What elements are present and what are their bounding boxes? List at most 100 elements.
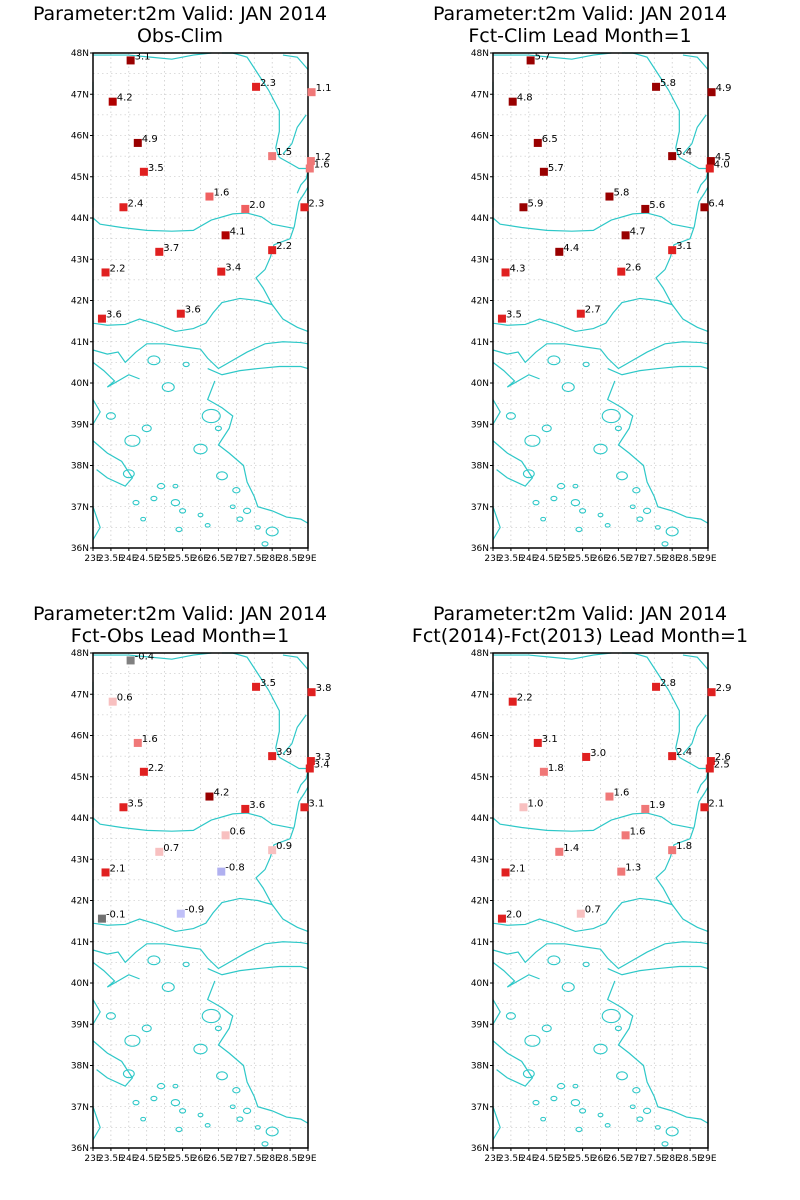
lon-tick-label: 27E	[628, 1154, 645, 1164]
lon-tick-label: 23E	[84, 554, 101, 564]
station-marker	[707, 88, 716, 97]
lat-tick-label: 47N	[471, 90, 489, 100]
station-value-label: 5.8	[613, 188, 629, 199]
station-marker	[700, 803, 709, 812]
lon-tick-label: 28E	[264, 554, 281, 564]
island	[505, 412, 516, 420]
station-value-label: 0.6	[117, 693, 133, 704]
island	[147, 955, 161, 966]
station-value-label: 0.9	[276, 841, 292, 852]
station-marker	[306, 757, 315, 766]
coastline	[93, 52, 212, 60]
station-value-label: 3.9	[276, 747, 292, 758]
island	[242, 507, 252, 515]
station-marker	[519, 203, 528, 212]
station-value-label: -0.9	[185, 905, 205, 916]
lat-tick-label: 41N	[471, 338, 489, 348]
station-value-label: 5.9	[527, 198, 543, 209]
lat-tick-label: 42N	[71, 297, 89, 307]
station-marker	[668, 246, 677, 255]
station-value-label: 1.6	[142, 734, 158, 745]
lat-tick-label: 38N	[471, 462, 489, 472]
island	[124, 1034, 141, 1047]
island	[132, 1099, 140, 1106]
island	[547, 955, 561, 966]
island	[214, 425, 222, 432]
island	[629, 1104, 636, 1110]
lon-tick-label: 24E	[520, 554, 537, 564]
coastline	[92, 297, 273, 333]
island	[242, 1107, 252, 1115]
coastline	[282, 714, 307, 755]
island	[579, 508, 587, 514]
lat-tick-label: 41N	[71, 938, 89, 948]
station-value-label: 1.1	[316, 83, 332, 94]
station-marker	[576, 909, 585, 918]
island	[540, 516, 547, 522]
island	[261, 541, 269, 547]
lat-tick-label: 46N	[471, 732, 489, 742]
lon-tick-label: 25.5E	[570, 1154, 596, 1164]
island	[193, 1043, 208, 1055]
station-value-label: 5.4	[676, 147, 692, 158]
map-panel-fct-clim: Parameter:t2m Valid: JAN 2014 Fct-Clim L…	[400, 0, 760, 570]
station-marker	[176, 309, 185, 318]
station-value-label: 3.6	[106, 310, 122, 321]
island	[132, 499, 140, 506]
coastline	[92, 361, 140, 388]
station-value-label: 4.2	[213, 788, 229, 799]
coastline	[282, 114, 307, 155]
coastline	[92, 399, 101, 425]
lat-tick-label: 37N	[471, 1103, 489, 1113]
island	[541, 424, 552, 433]
station-marker	[508, 697, 517, 706]
lat-tick-label: 48N	[471, 649, 489, 659]
station-marker	[221, 831, 230, 840]
station-value-label: 2.4	[127, 198, 143, 209]
station-marker	[652, 682, 661, 691]
island	[524, 434, 541, 447]
lon-tick-label: 26.5E	[606, 554, 632, 564]
island	[642, 507, 652, 515]
coastline	[607, 365, 709, 376]
lon-tick-label: 23E	[484, 554, 501, 564]
island	[550, 495, 558, 502]
island	[197, 512, 204, 518]
island	[601, 408, 621, 424]
island	[654, 1125, 661, 1130]
panel-title-line2: Fct(2014)-Fct(2013) Lead Month=1	[411, 625, 749, 647]
lat-tick-label: 36N	[71, 1144, 89, 1154]
station-value-label: 4.2	[117, 93, 133, 104]
island	[570, 498, 581, 507]
coastline	[279, 756, 308, 770]
island	[505, 1012, 516, 1020]
coastline	[696, 170, 709, 194]
coastline	[92, 1106, 101, 1141]
station-marker	[605, 792, 614, 801]
station-marker	[241, 204, 250, 213]
station-value-label: 3.1	[676, 241, 692, 252]
lat-tick-label: 39N	[471, 420, 489, 430]
station-value-label: 2.2	[517, 693, 533, 704]
lon-tick-label: 25.5E	[570, 554, 596, 564]
island	[593, 1043, 608, 1055]
island	[524, 1034, 541, 1047]
island	[629, 504, 636, 510]
panel-title-line1: Parameter:t2m Valid: JAN 2014	[432, 603, 728, 625]
island	[632, 487, 641, 494]
coastline	[92, 341, 309, 370]
map-panel-fct-obs: Parameter:t2m Valid: JAN 2014 Fct-Obs Le…	[0, 600, 360, 1170]
station-value-label: 2.3	[308, 198, 324, 209]
island	[597, 1112, 604, 1118]
island	[532, 499, 540, 506]
island	[122, 469, 135, 479]
island	[597, 512, 604, 518]
island	[636, 516, 644, 522]
island	[170, 498, 181, 507]
station-value-label: 3.1	[135, 51, 151, 62]
island	[261, 1141, 269, 1147]
station-marker	[306, 157, 315, 166]
station-marker	[539, 167, 548, 176]
coastline	[622, 652, 680, 758]
island	[254, 525, 261, 530]
